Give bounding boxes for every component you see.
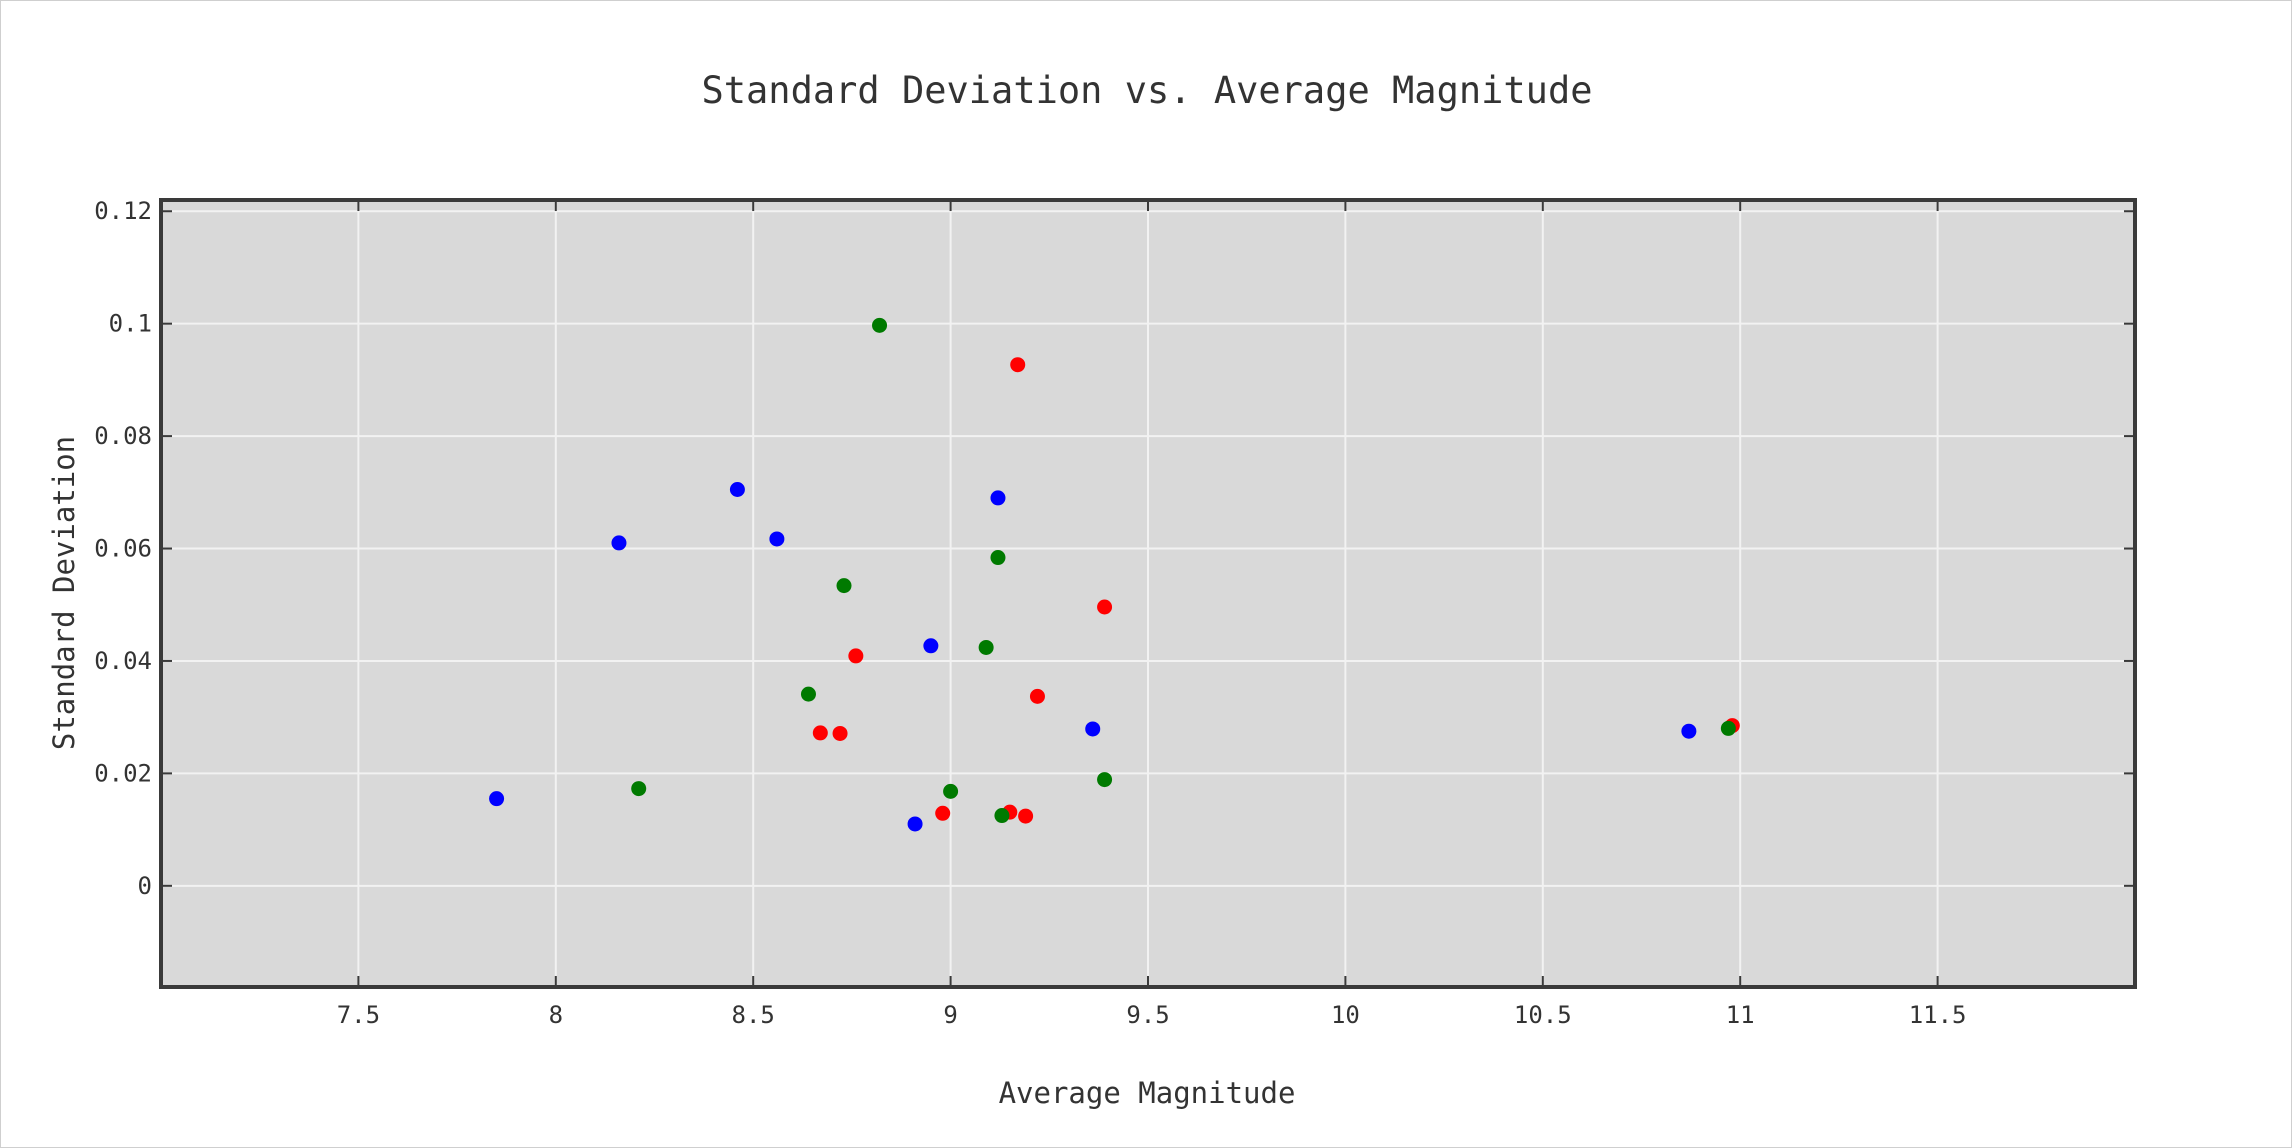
data-point [800, 686, 816, 702]
data-point [943, 783, 959, 799]
grid-lines [163, 202, 2133, 985]
y-tick-label: 0.12 [94, 197, 152, 225]
data-point [832, 725, 848, 741]
data-point [990, 550, 1006, 566]
x-tick-label: 11.5 [1909, 1001, 1967, 1029]
data-point [1085, 721, 1101, 737]
data-points [489, 317, 1740, 832]
data-point [994, 808, 1010, 824]
x-tick-label: 8.5 [732, 1001, 775, 1029]
data-point [1681, 723, 1697, 739]
y-tick-label: 0.02 [94, 759, 152, 787]
y-tick-label: 0.04 [94, 647, 152, 675]
x-tick-label: 11 [1726, 1001, 1755, 1029]
data-point [1097, 772, 1113, 788]
data-point [729, 482, 745, 498]
y-axis-label: Standard Deviation [47, 436, 81, 750]
data-point [978, 639, 994, 655]
x-axis-ticks: 7.5 8 8.5 9 9.5 10 10.5 11 11.5 [337, 202, 1967, 1029]
chart-title: Standard Deviation vs. Average Magnitude [701, 69, 1592, 112]
data-point [489, 791, 505, 807]
data-point [812, 725, 828, 741]
x-tick-label: 9.5 [1126, 1001, 1169, 1029]
y-tick-label: 0.06 [94, 535, 152, 563]
y-axis-ticks: 0 0.02 0.04 0.06 0.08 0.1 0.12 [94, 197, 2133, 900]
data-point [836, 578, 852, 594]
data-point [990, 490, 1006, 506]
data-point [631, 781, 647, 797]
y-tick-label: 0 [138, 872, 152, 900]
data-point [611, 535, 627, 551]
x-tick-label: 10 [1331, 1001, 1360, 1029]
data-point [923, 638, 939, 654]
x-tick-label: 9 [943, 1001, 957, 1029]
x-tick-label: 7.5 [337, 1001, 380, 1029]
data-point [848, 648, 864, 664]
x-tick-label: 8 [549, 1001, 563, 1029]
data-point [769, 531, 785, 547]
data-point [872, 317, 888, 333]
data-point [907, 816, 923, 832]
x-tick-label: 10.5 [1514, 1001, 1572, 1029]
data-point [1097, 599, 1113, 615]
data-point [1010, 357, 1026, 373]
y-tick-label: 0.08 [94, 422, 152, 450]
y-tick-label: 0.1 [109, 310, 152, 338]
data-point [1720, 720, 1736, 736]
x-axis-label: Average Magnitude [999, 1076, 1296, 1110]
data-point [1018, 808, 1034, 824]
data-point [1029, 688, 1045, 704]
data-point [935, 805, 951, 821]
